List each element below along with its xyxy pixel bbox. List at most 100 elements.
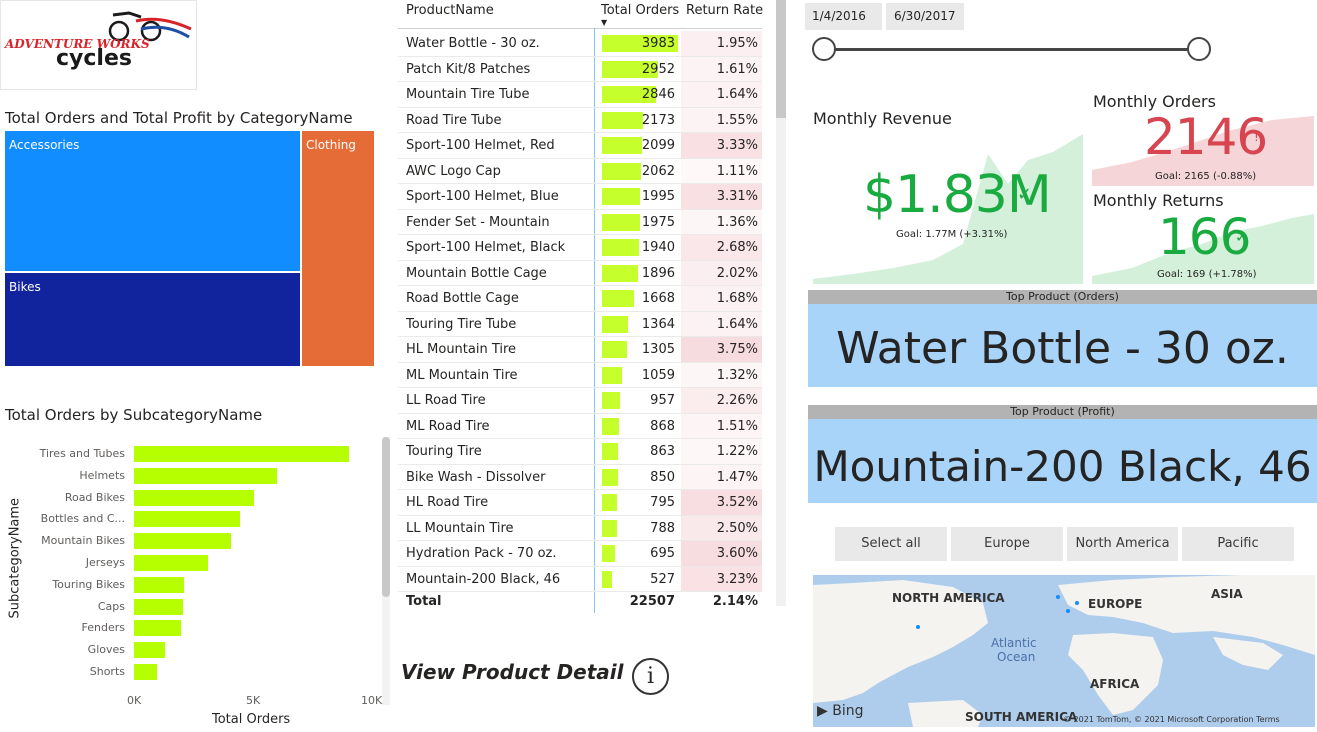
bar-chart-scrollbar[interactable] xyxy=(382,437,390,705)
scrollbar-thumb[interactable] xyxy=(776,0,786,118)
map-label: Ocean xyxy=(997,650,1036,664)
bar-caps[interactable] xyxy=(134,598,183,615)
product-name: Fender Set - Mountain xyxy=(406,214,550,230)
bar-bottles-and-c-[interactable] xyxy=(134,511,241,528)
table-row[interactable]: Touring Tire Tube 1364 1.64% xyxy=(398,311,762,337)
col-header-orders[interactable]: Total Orders xyxy=(601,3,680,18)
table-row[interactable]: Touring Tire 863 1.22% xyxy=(398,439,762,465)
region-select-all[interactable]: Select all xyxy=(835,527,947,561)
return-rate-heat xyxy=(681,260,762,285)
table-row[interactable]: Sport-100 Helmet, Blue 1995 3.31% xyxy=(398,184,762,210)
bar-mountain-bikes[interactable] xyxy=(134,533,231,550)
bar-fenders[interactable] xyxy=(134,620,181,637)
table-row[interactable]: Sport-100 Helmet, Red 2099 3.33% xyxy=(398,133,762,159)
treemap-cell-bikes[interactable]: Bikes xyxy=(5,273,300,366)
info-icon[interactable]: i xyxy=(632,658,669,695)
region-pacific[interactable]: Pacific xyxy=(1182,527,1294,561)
bar-chart-title: Total Orders by SubcategoryName xyxy=(5,406,263,424)
total-orders-value: 2846 xyxy=(641,87,675,102)
col-header-return-rate[interactable]: Return Rate xyxy=(686,3,764,18)
subcategory-bar-chart[interactable]: Tires and Tubes Helmets Road Bikes Bottles … xyxy=(0,440,390,732)
treemap-cell-accessories[interactable]: Accessories xyxy=(5,131,300,271)
category-treemap[interactable]: Accessories Bikes Clothing xyxy=(5,131,374,366)
orders-data-bar xyxy=(602,519,618,537)
date-start-input[interactable]: 1/4/2016 xyxy=(805,3,882,30)
orders-data-bar xyxy=(602,60,659,78)
table-row[interactable]: AWC Logo Cap 2062 1.11% xyxy=(398,158,762,184)
kpi-monthly-revenue[interactable]: Monthly Revenue $1.83M ✓ Goal: 1.77M (+3… xyxy=(813,94,1083,284)
table-row[interactable]: Fender Set - Mountain 1975 1.36% xyxy=(398,209,762,235)
return-rate-value: 3.33% xyxy=(716,138,758,153)
table-row[interactable]: Hydration Pack - 70 oz. 695 3.60% xyxy=(398,541,762,567)
table-row[interactable]: LL Mountain Tire 788 2.50% xyxy=(398,515,762,541)
kpi-monthly-orders[interactable]: Monthly Orders 2146 ! Goal: 2165 (-0.88%… xyxy=(1092,90,1314,186)
total-orders-value: 1059 xyxy=(641,367,675,383)
map-label: ASIA xyxy=(1211,587,1243,601)
bar-touring-bikes[interactable] xyxy=(134,576,185,593)
kpi-value: $1.83M xyxy=(863,165,1052,225)
bar-helmets[interactable] xyxy=(134,467,278,484)
col-header-product[interactable]: ProductName xyxy=(406,3,494,18)
product-name: Sport-100 Helmet, Blue xyxy=(406,189,559,204)
product-name: Touring Tire xyxy=(406,444,482,459)
bar-category-label: Bottles and C... xyxy=(40,512,125,526)
table-row[interactable]: ML Mountain Tire 1059 1.32% xyxy=(398,362,762,388)
orders-data-bar xyxy=(602,137,643,154)
orders-data-bar xyxy=(602,392,621,409)
product-name: Road Tire Tube xyxy=(406,112,502,128)
product-name: HL Mountain Tire xyxy=(406,342,517,357)
table-row[interactable]: Bike Wash - Dissolver 850 1.47% xyxy=(398,464,762,490)
bar-gloves[interactable] xyxy=(134,642,166,659)
date-end-input[interactable]: 6/30/2017 xyxy=(886,3,964,30)
table-row[interactable]: Sport-100 Helmet, Black 1940 2.68% xyxy=(398,235,762,261)
scrollbar-thumb[interactable] xyxy=(382,437,390,597)
total-orders-value: 1364 xyxy=(641,316,675,332)
total-orders-value: 2062 xyxy=(641,163,675,179)
bar-road-bikes[interactable] xyxy=(134,489,254,506)
kpi-monthly-returns[interactable]: Monthly Returns 166 ✓ Goal: 169 (+1.78%) xyxy=(1092,188,1314,284)
column-divider xyxy=(594,28,595,613)
total-orders-value: 3983 xyxy=(641,36,675,51)
logo-text-bottom: cycles xyxy=(56,46,132,71)
table-row[interactable]: Mountain Bottle Cage 1896 2.02% xyxy=(398,260,762,286)
table-scrollbar[interactable] xyxy=(776,0,786,606)
product-name: HL Road Tire xyxy=(406,495,489,510)
table-row[interactable]: Road Tire Tube 2173 1.55% xyxy=(398,107,762,133)
top-orders-card[interactable]: Water Bottle - 30 oz. xyxy=(808,304,1317,387)
region-europe[interactable]: Europe xyxy=(951,527,1063,561)
product-name: Mountain-200 Black, 46 xyxy=(406,571,561,587)
kpi-value: 2146 xyxy=(1144,108,1268,166)
date-slider-start-handle[interactable] xyxy=(812,37,836,61)
view-product-detail-button[interactable]: View Product Detail xyxy=(401,660,624,684)
product-table[interactable]: ProductName Total Orders ▼ Return Rate W… xyxy=(398,0,790,615)
region-north-america[interactable]: North America xyxy=(1067,527,1178,561)
date-slider-end-handle[interactable] xyxy=(1187,37,1211,61)
kpi-goal: Goal: 2165 (-0.88%) xyxy=(1155,171,1257,182)
table-row[interactable]: LL Road Tire 957 2.26% xyxy=(398,388,762,414)
date-slider-track[interactable] xyxy=(824,48,1199,51)
table-row[interactable]: ML Road Tire 868 1.51% xyxy=(398,413,762,439)
table-row[interactable]: Water Bottle - 30 oz. 3983 1.95% xyxy=(398,31,762,57)
return-rate-value: 3.52% xyxy=(716,495,758,510)
product-name: Mountain Tire Tube xyxy=(406,87,530,102)
treemap-cell-clothing[interactable]: Clothing xyxy=(302,131,374,366)
bar-tires-and-tubes[interactable] xyxy=(134,446,350,462)
return-rate-heat xyxy=(681,362,762,387)
table-row[interactable]: Mountain-200 Black, 46 527 3.23% xyxy=(398,566,762,592)
table-row[interactable]: HL Mountain Tire 1305 3.75% xyxy=(398,337,762,363)
table-row[interactable]: Road Bottle Cage 1668 1.68% xyxy=(398,286,762,312)
table-row[interactable]: Patch Kit/8 Patches 2952 1.61% xyxy=(398,56,762,82)
logo-graphic xyxy=(108,11,192,42)
return-rate-heat xyxy=(681,439,762,464)
map-visual[interactable]: NORTH AMERICA EUROPE ASIA Atlantic Ocean… xyxy=(813,575,1315,727)
bar-shorts[interactable] xyxy=(134,664,157,680)
bar-jerseys[interactable] xyxy=(134,555,209,571)
orders-data-bar xyxy=(602,468,619,486)
top-profit-card[interactable]: Mountain-200 Black, 46 xyxy=(808,419,1317,503)
return-rate-heat xyxy=(681,311,762,336)
product-name: Touring Tire Tube xyxy=(406,316,517,332)
map-attribution[interactable]: © 2021 TomTom, © 2021 Microsoft Corporat… xyxy=(1063,715,1280,724)
table-row[interactable]: Mountain Tire Tube 2846 1.64% xyxy=(398,82,762,108)
table-row[interactable]: HL Road Tire 795 3.52% xyxy=(398,490,762,516)
product-name: Sport-100 Helmet, Red xyxy=(406,138,555,153)
